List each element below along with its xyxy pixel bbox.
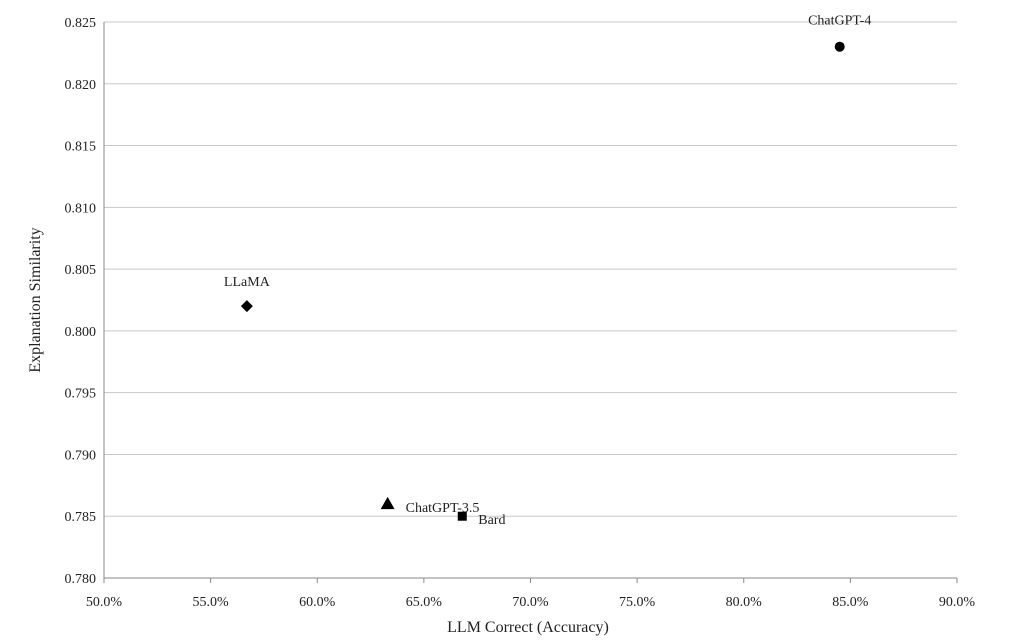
x-tick-label: 90.0% [939,595,976,610]
y-tick-label: 0.820 [65,78,97,93]
y-tick-label: 0.825 [65,16,97,31]
point-label: ChatGPT-3.5 [406,501,480,516]
y-tick-label: 0.795 [65,387,97,402]
y-tick-label: 0.815 [65,140,97,155]
chatgpt-4-marker [834,41,845,52]
bard-marker [457,511,467,521]
x-tick-label: 75.0% [619,595,656,610]
x-axis-title: LLM Correct (Accuracy) [447,619,609,636]
chatgpt-3-5-marker [380,496,395,510]
y-tick-label: 0.810 [65,201,97,216]
y-tick-label: 0.790 [65,448,97,463]
x-tick-label: 65.0% [406,595,443,610]
y-axis-title: Explanation Similarity [27,227,44,372]
llama-marker [240,300,253,313]
point-label: LLaMA [224,275,271,290]
x-tick-label: 70.0% [512,595,549,610]
x-tick-label: 50.0% [86,595,123,610]
y-tick-label: 0.780 [65,572,97,587]
x-tick-label: 80.0% [726,595,763,610]
x-tick-label: 85.0% [832,595,869,610]
gridlines [104,21,957,517]
axes [103,22,958,583]
data-points [240,41,845,521]
x-tick-labels: 50.0% 55.0% 60.0% 65.0% 70.0% 75.0% 80.0% 85.0%… [86,595,976,610]
x-tick-label: 60.0% [299,595,336,610]
y-tick-label: 0.805 [65,263,97,278]
x-tick-label: 55.0% [193,595,230,610]
point-label: ChatGPT-4 [808,14,871,29]
y-tick-label: 0.785 [65,510,97,525]
point-label: Bard [478,513,505,528]
y-tick-label: 0.800 [65,325,97,340]
y-tick-labels: 0.780 0.785 0.790 0.795 0.800 0.805 0.810 0.815… [65,16,97,587]
